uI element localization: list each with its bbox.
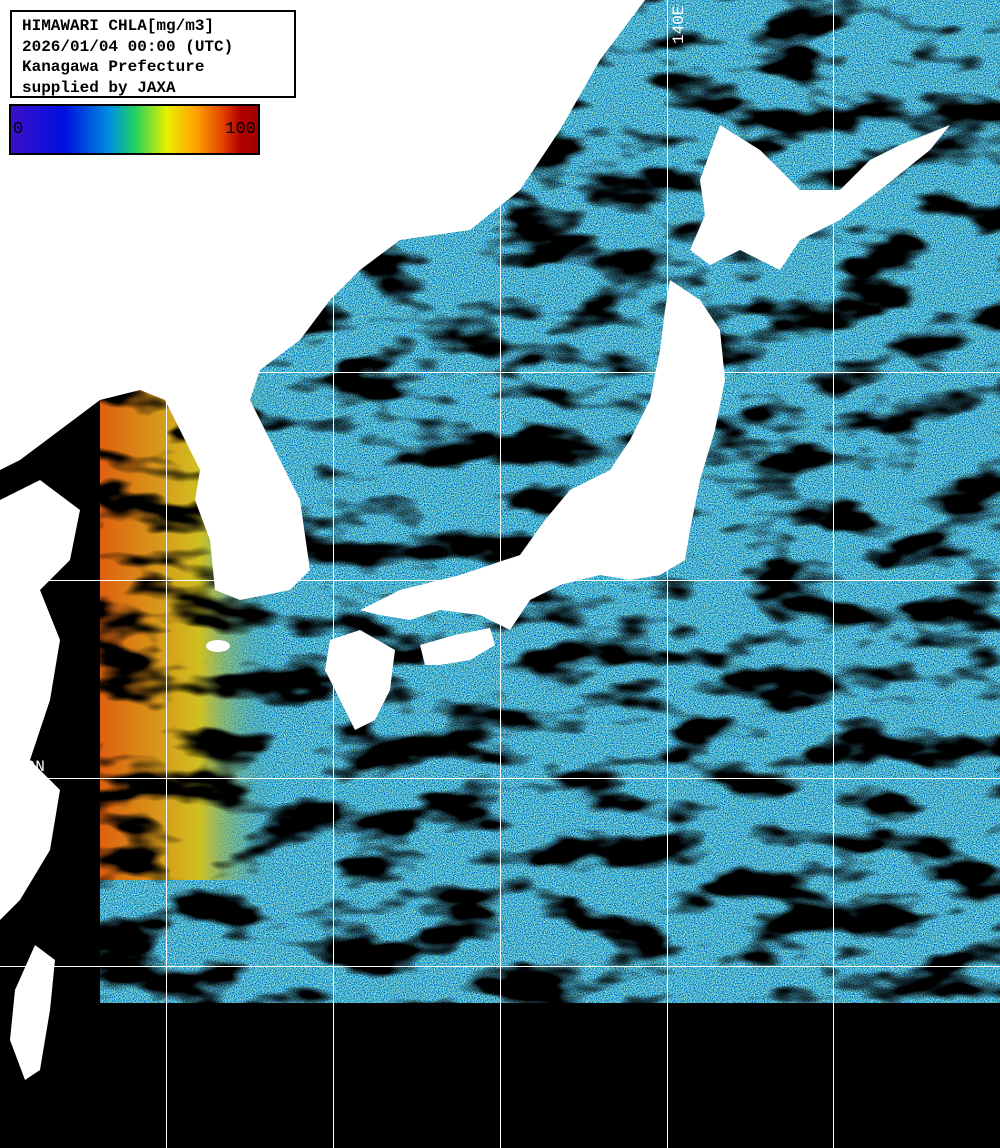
data-credit: supplied by JAXA <box>22 78 176 97</box>
lat-label-30n: 30N <box>16 758 45 776</box>
shikoku <box>420 628 495 665</box>
kyushu <box>325 630 395 730</box>
region-name: Kanagawa Prefecture <box>22 58 205 76</box>
lat-label-40n: 40N <box>8 350 37 368</box>
jeju-island <box>206 640 230 652</box>
lon-label-140e: 140E <box>670 5 688 44</box>
taiwan <box>10 945 55 1080</box>
colorbar-min-label: 0 <box>13 120 24 139</box>
colorbar: 0 100 <box>9 104 260 155</box>
honshu <box>360 280 725 630</box>
info-legend: HIMAWARI CHLA[mg/m3] 2026/01/04 00:00 (U… <box>10 10 296 98</box>
island <box>399 125 427 165</box>
product-title: HIMAWARI CHLA[mg/m3] <box>22 17 215 35</box>
china-coast <box>0 480 80 920</box>
observation-datetime: 2026/01/04 00:00 (UTC) <box>22 37 234 56</box>
colorbar-max-label: 100 <box>225 120 256 139</box>
hokkaido <box>690 125 950 270</box>
